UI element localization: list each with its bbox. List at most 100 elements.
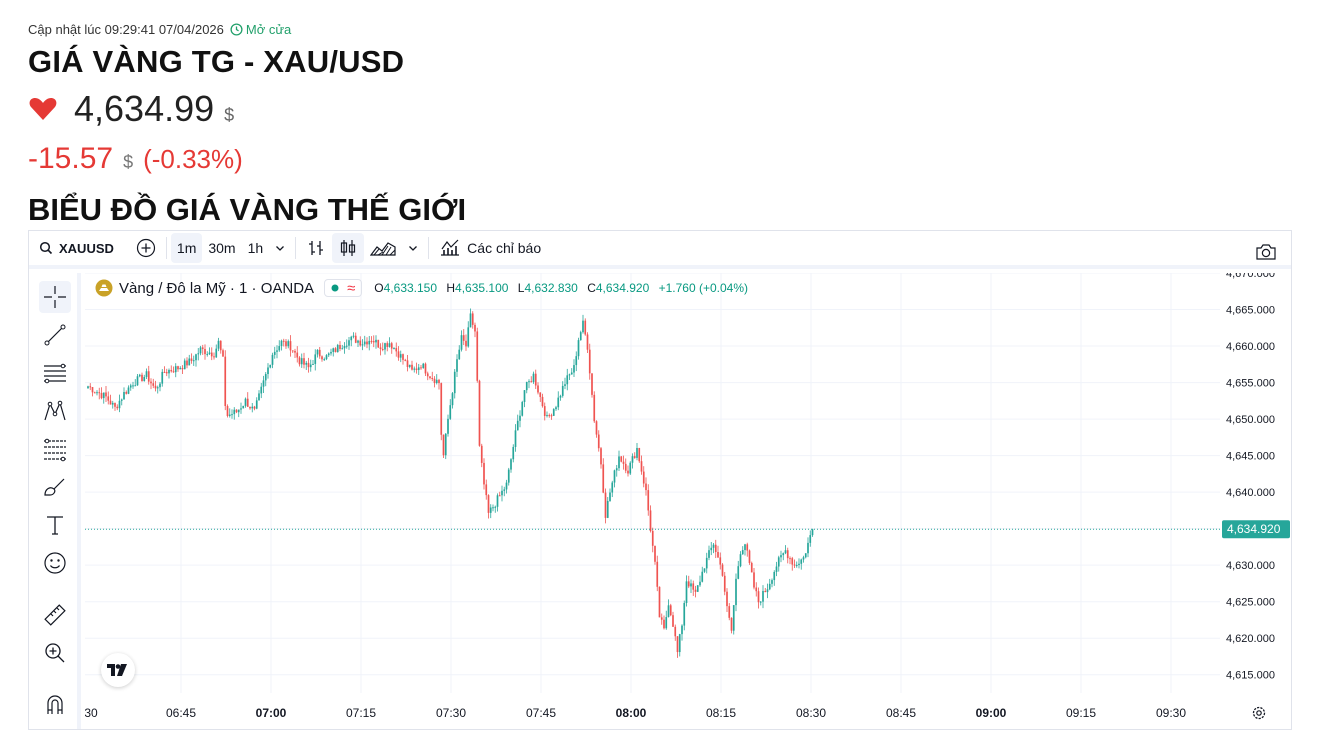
- candles-style-button[interactable]: [332, 233, 365, 263]
- candle-body: [645, 483, 647, 491]
- brush-tool[interactable]: [39, 471, 71, 503]
- horizontal-lines-tool[interactable]: [39, 357, 71, 389]
- clock-icon: [230, 23, 243, 36]
- candle-body: [478, 380, 481, 446]
- candle-body: [217, 340, 220, 349]
- candle-body: [431, 378, 434, 380]
- pattern-tool[interactable]: [39, 395, 71, 427]
- x-tick-label: 07:30: [436, 706, 466, 720]
- candle-body: [762, 590, 764, 602]
- chart-section-title: BIỂU ĐỒ GIÁ VÀNG THẾ GIỚI: [28, 192, 467, 227]
- candle-body: [663, 619, 665, 629]
- candle-body: [487, 495, 490, 513]
- candle-body: [190, 358, 193, 361]
- candle-body: [606, 500, 609, 518]
- candle-body: [694, 589, 697, 592]
- tradingview-logo[interactable]: [101, 653, 135, 687]
- emoji-tool[interactable]: [39, 547, 71, 579]
- candle-body: [780, 555, 782, 558]
- candle-body: [89, 386, 92, 388]
- candle-body: [726, 591, 728, 607]
- legend-status-box[interactable]: ≈: [324, 279, 363, 297]
- price-unit: $: [224, 105, 235, 125]
- candle-body: [532, 373, 535, 382]
- candle-body: [503, 489, 506, 491]
- candle-body: [255, 400, 258, 409]
- bars-style-button[interactable]: [300, 233, 332, 263]
- trend-line-icon: [44, 324, 66, 346]
- candle-body: [269, 364, 272, 368]
- zoom-tool[interactable]: [39, 637, 71, 669]
- status-dot-icon: [331, 284, 339, 292]
- candle-body: [546, 415, 548, 417]
- fib-tool[interactable]: [39, 433, 71, 465]
- candle-body: [156, 387, 159, 389]
- indicators-button[interactable]: Các chỉ báo: [433, 233, 547, 263]
- candle-body: [237, 409, 240, 413]
- chart-grid: [85, 272, 1220, 693]
- candle-body: [138, 374, 141, 377]
- candle-body: [249, 406, 251, 409]
- add-circle-icon: [136, 238, 156, 258]
- measure-tool[interactable]: [39, 599, 71, 631]
- interval-dropdown-button[interactable]: [269, 233, 291, 263]
- compare-symbol-button[interactable]: [130, 233, 162, 263]
- pattern-icon: [44, 400, 66, 421]
- candle-body: [181, 368, 184, 370]
- x-tick-label: 09:15: [1066, 706, 1096, 720]
- candle-body: [159, 383, 161, 388]
- candle-body: [654, 545, 656, 562]
- candle-body: [642, 471, 645, 484]
- candle-body: [165, 372, 168, 374]
- candle-body: [226, 406, 229, 416]
- candle-body: [136, 376, 139, 386]
- screenshot-button[interactable]: [1249, 237, 1283, 267]
- candle-body: [244, 398, 247, 406]
- candle-body: [357, 340, 359, 343]
- candle-body: [145, 371, 148, 377]
- candle-body: [557, 397, 560, 408]
- interval-1m-button[interactable]: 1m: [170, 233, 203, 263]
- candle-body: [120, 399, 123, 401]
- x-tick-label: 09:00: [976, 706, 1007, 720]
- x-tick-label: 30: [85, 706, 98, 720]
- text-tool[interactable]: [39, 509, 71, 541]
- high-key: H: [446, 281, 456, 295]
- chart-style-dropdown-button[interactable]: [402, 233, 424, 263]
- crosshair-tool[interactable]: [39, 281, 71, 313]
- change-value: +1.760 (+0.04%): [658, 281, 749, 295]
- candle-body: [593, 394, 596, 422]
- price-chart[interactable]: 4,670.000 4,665.000 4,660.000 4,655.000 4,65…: [84, 268, 1291, 729]
- candle-body: [602, 464, 605, 493]
- candle-body: [624, 463, 627, 471]
- candle-body: [777, 557, 780, 567]
- candle-body: [636, 447, 638, 458]
- candle-body: [253, 406, 256, 409]
- magnet-tool[interactable]: [39, 689, 71, 721]
- area-style-button[interactable]: [364, 233, 402, 263]
- candle-body: [723, 575, 726, 592]
- symbol-search-button[interactable]: XAUUSD: [29, 233, 120, 263]
- interval-1h-button[interactable]: 1h: [247, 240, 264, 256]
- interval-30m-button[interactable]: 30m: [208, 240, 236, 256]
- candle-body: [177, 366, 179, 370]
- y-tick-label: 4,640.000: [1226, 487, 1275, 499]
- candle-body: [399, 354, 402, 358]
- candle-body: [192, 360, 195, 362]
- candle-body: [786, 550, 789, 559]
- candle-body: [330, 351, 332, 354]
- candle-body: [107, 396, 110, 401]
- candle-body: [332, 348, 335, 352]
- candle-body: [732, 605, 735, 631]
- candle-body: [768, 583, 771, 590]
- candle-body: [579, 332, 582, 341]
- brush-icon: [44, 478, 65, 496]
- candle-body: [793, 564, 796, 566]
- candle-body: [235, 409, 238, 413]
- candle-body: [584, 320, 587, 335]
- market-status-label: Mở cửa: [245, 22, 292, 37]
- candle-body: [534, 373, 537, 386]
- trend-line-tool[interactable]: [39, 319, 71, 351]
- chart-settings-button[interactable]: [1251, 705, 1267, 721]
- candlestick-chart[interactable]: 4,670.000 4,665.000 4,660.000 4,655.000 4,65…: [84, 268, 1291, 729]
